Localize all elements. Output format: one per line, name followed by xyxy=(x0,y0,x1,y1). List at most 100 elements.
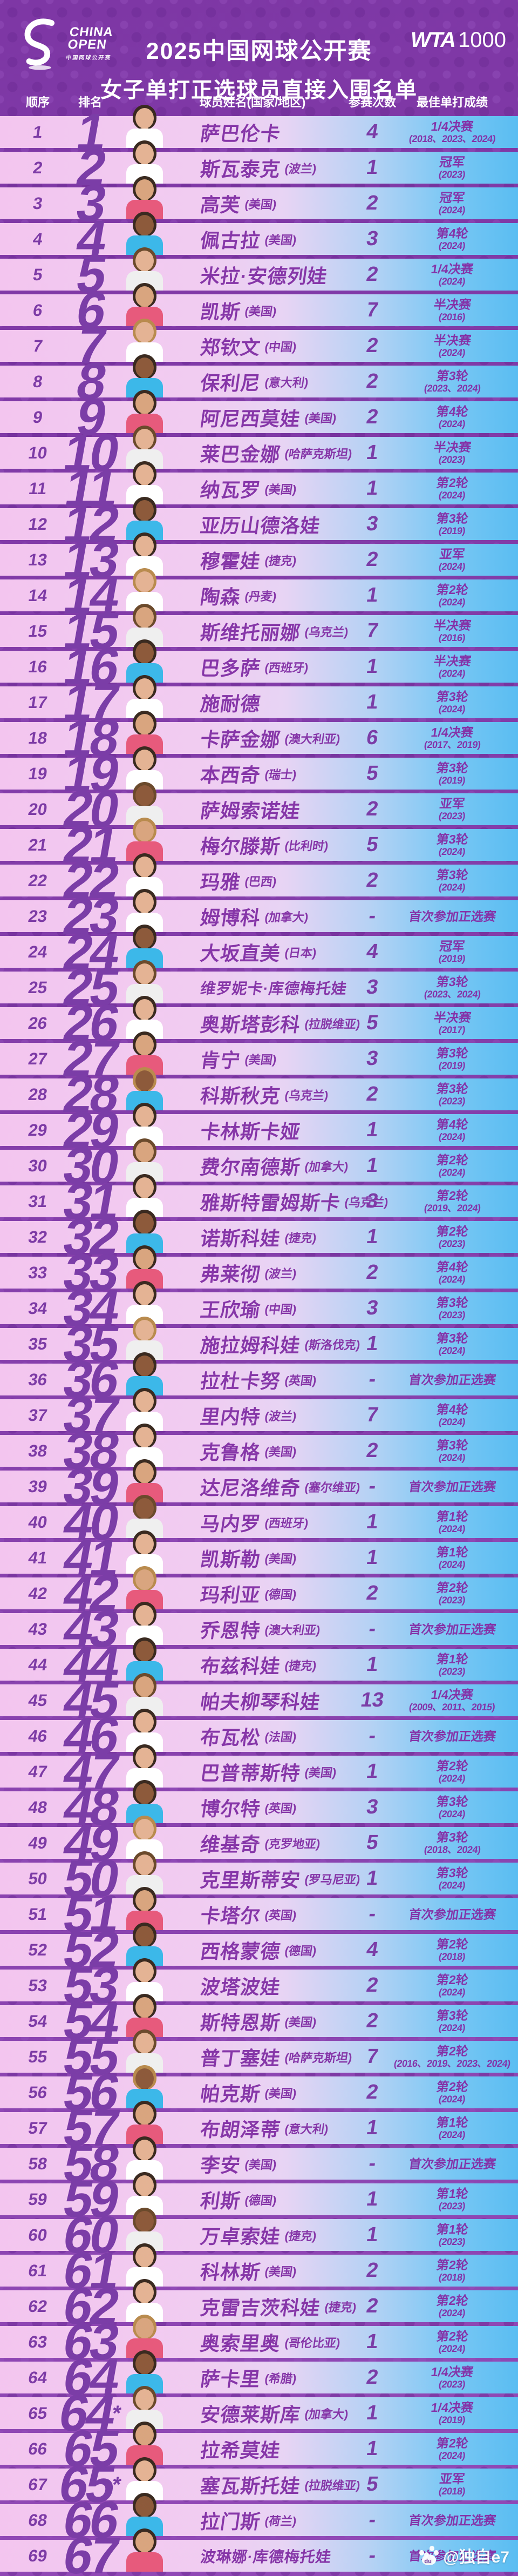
avatar-face xyxy=(135,1356,154,1376)
best-result: 第3轮 xyxy=(435,1296,469,1310)
best-result-cell: 第1轮 (2024) xyxy=(386,1506,518,1538)
player-name: 维罗妮卡·库德梅托娃 xyxy=(199,980,349,997)
player-photo xyxy=(120,1744,169,1788)
player-country: (乌克兰) xyxy=(284,1088,330,1102)
avatar-face xyxy=(135,2140,154,2160)
player-name: 卡塔尔 xyxy=(199,1904,262,1927)
table-row: 1 1 萨巴伦卡 4 1/4决赛 (2018、2023、2024) xyxy=(0,103,518,161)
player-photo xyxy=(120,1281,169,1324)
player-name: 陶森 xyxy=(199,585,242,608)
player-name: 王欣瑜 xyxy=(199,1298,262,1321)
avatar-shirt xyxy=(126,2552,163,2572)
player-photo xyxy=(120,2528,169,2572)
player-country: (斯洛伐克) xyxy=(304,1338,362,1352)
table-row: 12 12 亚历山德洛娃 3 第3轮 (2019) xyxy=(0,495,518,553)
player-name-cell: 克雷吉茨科娃 (捷克) xyxy=(199,2290,357,2322)
player-name-cell: 弗莱彻 (波兰) xyxy=(199,1257,297,1289)
table-row: 48 48 博尔特 (英国) 3 第3轮 (2024) xyxy=(0,1778,518,1836)
player-country: (哈萨克斯坦) xyxy=(284,447,353,461)
player-photo xyxy=(120,354,169,397)
best-result-years: (2023) xyxy=(438,811,466,821)
player-name: 布朗泽蒂 xyxy=(199,2118,282,2141)
avatar-face xyxy=(135,2389,154,2410)
player-name-cell: 李安 (美国) xyxy=(199,2148,277,2180)
avatar-face xyxy=(135,2532,154,2552)
player-photo xyxy=(120,1459,169,1502)
player-country: (美国) xyxy=(264,233,298,247)
table-row: 54 54 斯特恩斯 (美国) 2 第3轮 (2024) xyxy=(0,1992,518,2050)
best-result-years: (2023) xyxy=(438,169,466,180)
player-country: (加拿大) xyxy=(264,910,310,924)
player-name: 克雷吉茨科娃 xyxy=(199,2296,322,2319)
player-name: 布瓦松 xyxy=(199,1726,262,1749)
player-photo xyxy=(120,1245,169,1289)
avatar-face xyxy=(135,1890,154,1911)
player-country: (拉脱维亚) xyxy=(304,1017,362,1031)
player-photo xyxy=(120,1388,169,1431)
avatar-face xyxy=(135,1676,154,1697)
player-name: 巴普蒂斯特 xyxy=(199,1762,302,1784)
table-row: 2 2 斯瓦泰克 (波兰) 1 冠军 (2023) xyxy=(0,139,518,197)
best-result: 第3轮 xyxy=(435,1866,469,1880)
player-name: 玛利亚 xyxy=(199,1583,262,1606)
player-name-cell: 安德莱斯库 (加拿大) xyxy=(199,2397,349,2429)
player-name: 阿尼西莫娃 xyxy=(199,407,302,430)
player-country: (乌克兰) xyxy=(304,625,350,639)
avatar-face xyxy=(135,1534,154,1554)
player-name-cell: 莱巴金娜 (哈萨克斯坦) xyxy=(199,437,353,469)
player-country: (希腊) xyxy=(264,2371,298,2385)
best-result: 第2轮 xyxy=(435,583,469,597)
player-photo xyxy=(120,2243,169,2287)
best-result: 第2轮 xyxy=(435,1973,469,1987)
player-photo xyxy=(120,140,169,184)
best-result-cell: 首次参加正选赛 xyxy=(386,1898,518,1930)
best-result: 第2轮 xyxy=(435,1224,469,1238)
best-result-years: (2023) xyxy=(438,1595,466,1606)
best-result-years: (2024) xyxy=(438,668,466,679)
best-result-cell: 第2轮 (2019、2024) xyxy=(386,1185,518,1217)
watermark: du @独自e7 xyxy=(419,2544,509,2567)
table-row: 45 45 帕夫柳琴科娃 13 1/4决赛 (2009、2011、2015) xyxy=(0,1671,518,1729)
best-result-years: (2018) xyxy=(438,2272,466,2283)
player-photo xyxy=(120,1103,169,1146)
player-name-cell: 巴普蒂斯特 (美国) xyxy=(199,1756,337,1788)
player-photo xyxy=(120,2208,169,2251)
best-result-years: (2023) xyxy=(438,2379,466,2390)
best-result: 首次参加正选赛 xyxy=(407,1372,497,1387)
player-photo xyxy=(120,1566,169,1609)
best-result-cell: 1/4决赛 (2017、2019) xyxy=(386,722,518,754)
player-name: 玛雅 xyxy=(199,871,242,893)
player-name: 科林斯 xyxy=(199,2261,262,2283)
player-name: 萨姆索诺娃 xyxy=(199,799,302,822)
avatar-face xyxy=(135,1498,154,1519)
table-row: 53 53 波塔波娃 2 第2轮 (2024) xyxy=(0,1957,518,2014)
best-result-cell: 第1轮 (2023) xyxy=(386,1649,518,1681)
avatar-face xyxy=(135,322,154,342)
best-result: 亚军 xyxy=(439,547,466,561)
player-name-cell: 卡林斯卡娅 xyxy=(199,1114,305,1146)
player-name-cell: 本西奇 (瑞士) xyxy=(199,758,297,790)
player-photo xyxy=(120,960,169,1003)
avatar-face xyxy=(135,536,154,556)
avatar-face xyxy=(135,750,154,770)
avatar-face xyxy=(135,1106,154,1127)
best-result: 第2轮 xyxy=(435,2080,469,2094)
avatar-face xyxy=(135,2460,154,2481)
table-row: 5 5 米拉·安德列娃 2 1/4决赛 (2024) xyxy=(0,246,518,304)
best-result-cell: 第3轮 (2024) xyxy=(386,1863,518,1894)
best-result: 第4轮 xyxy=(435,1117,469,1131)
player-country: (塞尔维亚) xyxy=(304,1480,362,1494)
player-name-cell: 达尼洛维奇 (塞尔维亚) xyxy=(199,1471,362,1502)
player-name: 博尔特 xyxy=(199,1797,262,1820)
best-result: 半决赛 xyxy=(432,654,472,668)
best-result: 首次参加正选赛 xyxy=(407,1622,497,1636)
best-result: 第4轮 xyxy=(435,1260,469,1274)
table-row: 44 44 布兹科娃 (捷克) 1 第1轮 (2023) xyxy=(0,1636,518,1694)
best-result-cell: 1/4决赛 (2018、2023、2024) xyxy=(386,116,518,148)
player-photo xyxy=(120,818,169,861)
player-photo xyxy=(120,1210,169,1253)
wta-tier: 1000 xyxy=(458,28,506,52)
best-result-years: (2024) xyxy=(438,2129,466,2140)
best-result-years: (2016) xyxy=(438,312,466,322)
best-result: 第2轮 xyxy=(435,2329,469,2343)
